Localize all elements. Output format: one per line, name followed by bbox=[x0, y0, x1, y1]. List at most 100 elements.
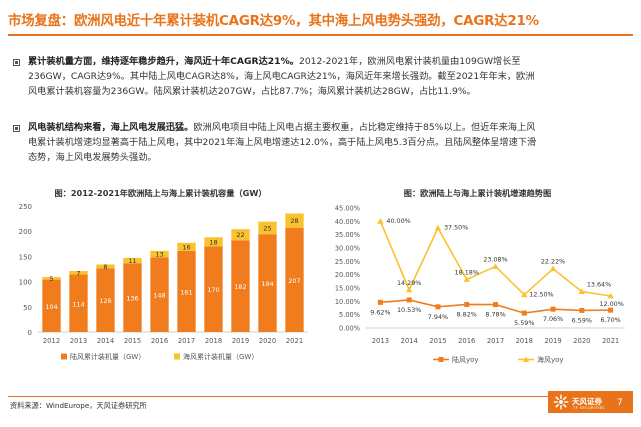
bar-data-label: 126 bbox=[99, 297, 111, 305]
bullet-square-icon bbox=[13, 125, 20, 132]
bar-data-label: 114 bbox=[72, 300, 84, 308]
y-tick-label: 40.00% bbox=[335, 218, 360, 226]
offshore-yoy-point bbox=[405, 286, 413, 293]
legend-label: 海风累计装机量（GW） bbox=[183, 352, 258, 361]
offshore-data-label: 37.50% bbox=[444, 224, 468, 232]
line-chart: 0.00% 5.00% 10.00% 15.00% 20.00% 25.00% 30.00%… bbox=[335, 205, 625, 364]
paragraph-line: 2012-2021年，欧洲风电累计装机量由109GW增长至 bbox=[298, 56, 521, 67]
bar-data-label: 182 bbox=[234, 283, 246, 291]
x-tick-label: 2021 bbox=[602, 337, 619, 345]
onshore-yoy-point bbox=[550, 306, 556, 312]
offshore-data-label: 14.29% bbox=[397, 279, 421, 287]
company-logo-text: 天风证券 bbox=[572, 397, 602, 406]
legend-marker bbox=[438, 357, 444, 362]
x-tick-label: 2019 bbox=[544, 337, 561, 345]
bar-data-label: 161 bbox=[180, 288, 192, 296]
bar-data-label: 25 bbox=[263, 224, 271, 232]
onshore-data-label: 7.06% bbox=[543, 315, 563, 323]
footer-divider bbox=[8, 396, 548, 397]
offshore-data-label: 12.50% bbox=[529, 291, 553, 299]
bar-chart: 0 50 100 150 200 250 104 5 2012 114 7 2013 126 8 2014 1… bbox=[19, 203, 308, 361]
offshore-yoy-point bbox=[377, 218, 384, 224]
footer-logo-bar bbox=[548, 391, 633, 413]
offshore-bar bbox=[258, 221, 277, 235]
offshore-data-label: 22.22% bbox=[541, 258, 565, 266]
onshore-yoy-point bbox=[608, 307, 614, 313]
paragraph-installation-structure: 风电装机结构来看，海上风电发展迅猛。欧洲风电项目中陆上风电占据主要权重，占比稳定… bbox=[28, 120, 628, 165]
x-tick-label: 2014 bbox=[97, 337, 114, 345]
onshore-data-label: 7.94% bbox=[428, 313, 448, 321]
y-tick-label: 50 bbox=[23, 304, 32, 312]
y-tick-label: 25.00% bbox=[335, 258, 360, 266]
offshore-data-label: 13.64% bbox=[587, 281, 611, 289]
offshore-bar bbox=[231, 229, 250, 241]
x-tick-label: 2013 bbox=[70, 337, 87, 345]
onshore-data-label: 5.59% bbox=[514, 319, 534, 327]
bar-data-label: 16 bbox=[182, 243, 190, 251]
x-tick-label: 2020 bbox=[259, 337, 276, 345]
title-underline bbox=[8, 34, 633, 36]
bar-data-label: 148 bbox=[153, 292, 165, 300]
y-tick-label: 0.00% bbox=[339, 325, 360, 333]
y-tick-label: 15.00% bbox=[335, 285, 360, 293]
company-logo-icon bbox=[553, 394, 569, 410]
x-tick-label: 2014 bbox=[401, 337, 418, 345]
y-tick-label: 150 bbox=[19, 253, 32, 261]
offshore-bar bbox=[204, 237, 223, 247]
legend-swatch bbox=[61, 353, 67, 360]
onshore-bar bbox=[204, 246, 223, 332]
x-tick-label: 2017 bbox=[487, 337, 504, 345]
legend-label: 海风yoy bbox=[537, 355, 564, 364]
x-tick-label: 2021 bbox=[286, 337, 303, 345]
offshore-data-label: 12.00% bbox=[599, 300, 623, 308]
paragraph-line: 电累计装机增速均显著高于陆上风电，其中2021年海上风电增速达12.0%，高于陆… bbox=[28, 137, 537, 148]
onshore-data-label: 6.59% bbox=[572, 316, 592, 324]
x-tick-label: 2016 bbox=[151, 337, 168, 345]
bullet-square-icon bbox=[13, 59, 20, 66]
bar-data-label: 7 bbox=[76, 269, 80, 277]
offshore-yoy-point bbox=[521, 291, 528, 298]
bar-data-label: 18 bbox=[209, 238, 217, 246]
offshore-yoy-point bbox=[492, 263, 499, 269]
onshore-data-label: 6.70% bbox=[600, 316, 620, 324]
paragraph-highlight: 累计装机量方面，维持逐年稳步趋升，海风近十年CAGR达21%。 bbox=[28, 56, 299, 67]
onshore-bar bbox=[285, 227, 304, 332]
offshore-yoy-point bbox=[607, 292, 614, 299]
onshore-yoy-point bbox=[579, 307, 585, 313]
bar-data-label: 5 bbox=[49, 275, 53, 283]
legend-label: 陆风yoy bbox=[452, 355, 479, 364]
offshore-bar bbox=[69, 271, 88, 275]
x-tick-label: 2016 bbox=[458, 337, 475, 345]
paragraph-line: 风电累计装机容量为236GW。陆风累计装机达207GW，占比87.7%；海风累计… bbox=[28, 86, 476, 97]
bar-data-label: 8 bbox=[103, 263, 107, 271]
offshore-data-label: 18.18% bbox=[455, 269, 479, 277]
onshore-bar bbox=[231, 240, 250, 332]
offshore-bar bbox=[123, 257, 142, 264]
x-tick-label: 2017 bbox=[178, 337, 195, 345]
offshore-bar bbox=[96, 264, 115, 269]
onshore-yoy-point bbox=[493, 302, 498, 308]
offshore-yoy-point bbox=[434, 224, 442, 231]
onshore-bar bbox=[96, 268, 115, 332]
offshore-yoy-point bbox=[578, 288, 586, 295]
paragraph-highlight: 风电装机结构来看，海上风电发展迅猛。 bbox=[28, 122, 194, 133]
bar-data-label: 207 bbox=[288, 277, 300, 285]
page-title: 市场复盘：欧洲风电近十年累计装机CAGR达9%，其中海上风电势头强劲，CAGR达… bbox=[8, 14, 539, 29]
x-tick-label: 2018 bbox=[516, 337, 533, 345]
onshore-yoy-point bbox=[464, 301, 470, 307]
onshore-data-label: 9.62% bbox=[370, 308, 390, 316]
offshore-bar bbox=[42, 277, 61, 280]
bar-data-label: 11 bbox=[128, 257, 136, 265]
onshore-bar bbox=[150, 257, 169, 332]
y-tick-label: 30.00% bbox=[335, 245, 360, 253]
bar-data-label: 170 bbox=[207, 286, 219, 294]
offshore-data-label: 23.08% bbox=[483, 255, 507, 263]
y-tick-label: 20.00% bbox=[335, 271, 360, 279]
onshore-bar bbox=[177, 250, 196, 332]
onshore-data-label: 8.78% bbox=[485, 311, 505, 319]
onshore-bar bbox=[258, 234, 277, 332]
y-tick-label: 0 bbox=[28, 329, 32, 337]
paragraph-line: 态势，海上风电发展势头强劲。 bbox=[28, 152, 157, 163]
x-tick-label: 2019 bbox=[232, 337, 249, 345]
bar-data-label: 22 bbox=[236, 231, 244, 239]
